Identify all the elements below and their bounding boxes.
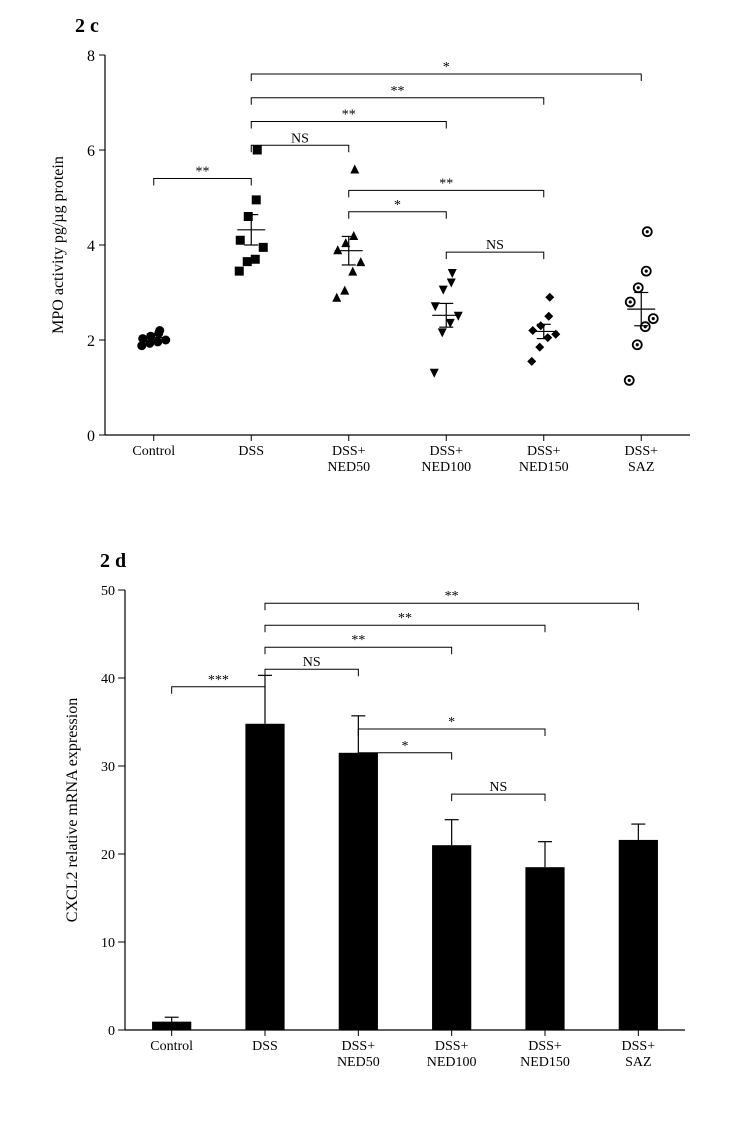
category-label: NED50 — [327, 460, 370, 475]
category-label: SAZ — [628, 460, 654, 475]
significance-label: ** — [445, 589, 459, 604]
category-label: NED100 — [427, 1055, 477, 1070]
error-bar — [258, 675, 272, 723]
significance-bracket: NS — [446, 238, 544, 259]
y-tick-label: 4 — [87, 238, 95, 255]
significance-label: NS — [486, 238, 504, 253]
bar-chart-cxcl2: 0 10 20 30 40 50 CXCL2 relative mRNA expressio… — [55, 575, 715, 1105]
mean-sem — [335, 236, 363, 265]
significance-label: NS — [291, 131, 309, 146]
significance-label: *** — [208, 673, 229, 688]
y-tick-label: 8 — [87, 48, 95, 65]
significance-label: * — [402, 739, 409, 754]
category-label: DSS+ — [435, 1039, 469, 1054]
significance-bracket: NS — [251, 131, 349, 152]
category-label: NED150 — [519, 460, 569, 475]
y-tick-label: 0 — [87, 428, 95, 445]
bar — [245, 724, 284, 1030]
error-bar — [445, 820, 459, 846]
significance-bracket: * — [349, 198, 447, 219]
error-bar — [165, 1017, 179, 1021]
figure-page: { "panel_c": { "label": "2 c", "type": "… — [0, 0, 744, 1121]
significance-bracket: ** — [349, 176, 544, 197]
bar — [339, 753, 378, 1030]
category-label: DSS+ — [429, 444, 463, 459]
y-tick-label: 30 — [101, 760, 115, 775]
bar — [525, 867, 564, 1030]
category-label: Control — [132, 444, 175, 459]
significance-label: ** — [342, 108, 356, 123]
y-tick-label: 20 — [101, 848, 115, 863]
significance-label: ** — [398, 611, 412, 626]
significance-bracket: ** — [251, 108, 446, 129]
significance-label: * — [394, 198, 401, 213]
panel-d-label: 2 d — [100, 550, 126, 573]
significance-bracket: * — [358, 715, 545, 736]
category-label: NED50 — [337, 1055, 380, 1070]
significance-label: ** — [196, 165, 210, 180]
significance-bracket: *** — [172, 673, 265, 694]
significance-label: NS — [489, 780, 507, 795]
category-label: Control — [150, 1039, 193, 1054]
y-tick-label: 2 — [87, 333, 95, 350]
category-label: DSS+ — [527, 444, 561, 459]
significance-bracket: ** — [251, 84, 544, 105]
significance-label: ** — [351, 633, 365, 648]
significance-label: ** — [439, 176, 453, 191]
error-bar — [631, 824, 645, 840]
y-tick-label: 0 — [108, 1024, 115, 1039]
category-label: DSS+ — [342, 1039, 376, 1054]
bar — [619, 840, 658, 1030]
significance-bracket: * — [251, 60, 641, 81]
category-label: DSS+ — [622, 1039, 656, 1054]
bar — [152, 1022, 191, 1030]
y-tick-label: 6 — [87, 143, 95, 160]
category-label: DSS+ — [528, 1039, 562, 1054]
scatter-chart-mpo: 0 2 4 6 8 MPO activity pg/µg protein Control DS… — [40, 35, 720, 515]
y-tick-label: 50 — [101, 584, 115, 599]
category-label: NED150 — [520, 1055, 570, 1070]
significance-label: NS — [303, 655, 321, 670]
y-tick-label: 40 — [101, 672, 115, 687]
category-label: DSS — [238, 444, 264, 459]
significance-label: * — [443, 60, 450, 75]
significance-bracket: ** — [265, 611, 545, 632]
y-axis-label: MPO activity pg/µg protein — [50, 156, 67, 334]
y-axis-label: CXCL2 relative mRNA expression — [64, 698, 81, 922]
category-label: NED100 — [421, 460, 471, 475]
significance-label: ** — [391, 84, 405, 99]
significance-bracket: NS — [452, 780, 545, 801]
y-tick-label: 10 — [101, 936, 115, 951]
error-bar — [538, 842, 552, 868]
category-label: DSS — [252, 1039, 278, 1054]
significance-bracket: NS — [265, 655, 358, 676]
bar — [432, 845, 471, 1030]
significance-label: * — [448, 715, 455, 730]
category-label: DSS+ — [624, 444, 658, 459]
significance-bracket: ** — [265, 589, 638, 610]
category-label: SAZ — [625, 1055, 651, 1070]
category-label: DSS+ — [332, 444, 366, 459]
significance-bracket: ** — [265, 633, 452, 654]
significance-bracket: ** — [154, 165, 252, 186]
